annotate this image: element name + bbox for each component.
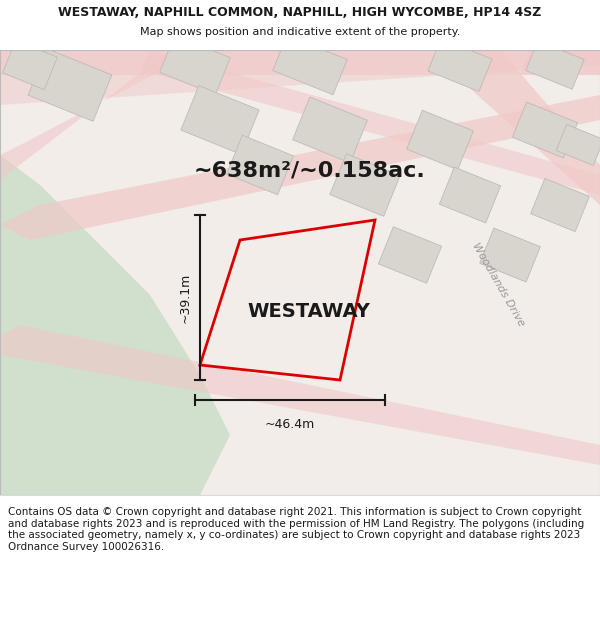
Polygon shape	[293, 97, 367, 163]
Text: Map shows position and indicative extent of the property.: Map shows position and indicative extent…	[140, 27, 460, 37]
Text: WESTAWAY: WESTAWAY	[247, 302, 370, 321]
Polygon shape	[180, 50, 600, 495]
Polygon shape	[0, 50, 600, 495]
Polygon shape	[160, 35, 230, 95]
Polygon shape	[455, 50, 600, 205]
Polygon shape	[2, 41, 58, 89]
Text: ~638m²/~0.158ac.: ~638m²/~0.158ac.	[194, 160, 426, 180]
Polygon shape	[227, 135, 293, 195]
Polygon shape	[0, 325, 600, 465]
Text: Contains OS data © Crown copyright and database right 2021. This information is : Contains OS data © Crown copyright and d…	[8, 507, 584, 552]
Polygon shape	[480, 228, 540, 282]
Polygon shape	[530, 178, 589, 232]
Text: Woodlands Drive: Woodlands Drive	[470, 241, 526, 329]
Polygon shape	[0, 50, 600, 75]
Polygon shape	[0, 50, 200, 180]
Polygon shape	[140, 50, 600, 195]
Polygon shape	[512, 102, 578, 158]
Polygon shape	[520, 50, 600, 75]
Polygon shape	[556, 124, 600, 166]
Polygon shape	[0, 155, 230, 495]
Polygon shape	[330, 154, 400, 216]
Polygon shape	[407, 110, 473, 170]
Text: ~46.4m: ~46.4m	[265, 418, 315, 431]
Polygon shape	[526, 41, 584, 89]
Polygon shape	[273, 35, 347, 95]
Polygon shape	[428, 39, 492, 91]
Text: WESTAWAY, NAPHILL COMMON, NAPHILL, HIGH WYCOMBE, HP14 4SZ: WESTAWAY, NAPHILL COMMON, NAPHILL, HIGH …	[58, 6, 542, 19]
Polygon shape	[28, 49, 112, 121]
Polygon shape	[181, 86, 259, 154]
Polygon shape	[0, 50, 600, 105]
Polygon shape	[439, 167, 500, 223]
Polygon shape	[0, 95, 600, 240]
Polygon shape	[379, 227, 442, 283]
Text: ~39.1m: ~39.1m	[179, 272, 192, 322]
